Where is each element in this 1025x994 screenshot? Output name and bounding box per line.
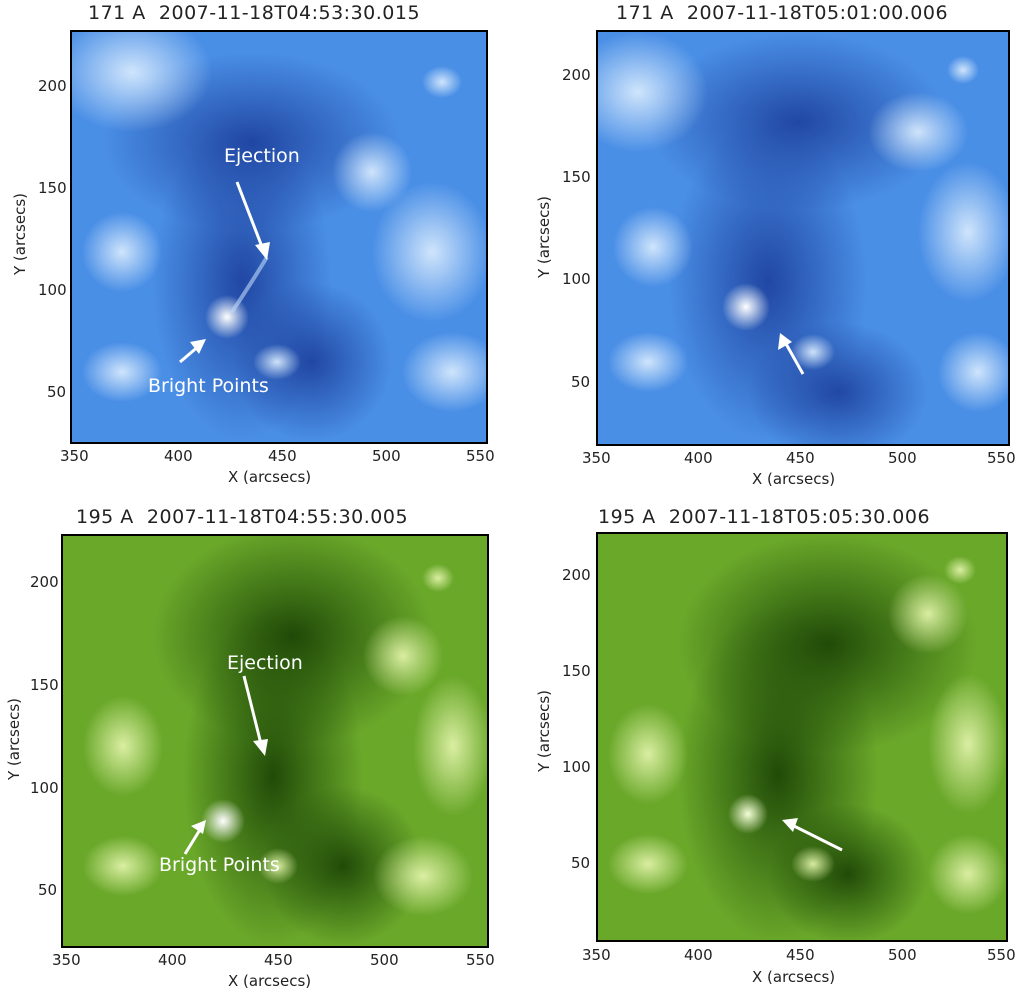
timestamp-label: 2007-11-18T05:01:00.006 <box>686 2 949 24</box>
x-axis-title: X (arcsecs) <box>228 972 312 990</box>
x-tick-label: 400 <box>684 946 713 964</box>
x-tick-label: 450 <box>264 951 293 969</box>
x-tick-label: 450 <box>786 946 815 964</box>
x-tick-label: 400 <box>158 951 187 969</box>
x-tick-label: 450 <box>786 449 815 467</box>
timestamp-label: 2007-11-18T04:55:30.005 <box>146 506 409 528</box>
y-tick-label: 200 <box>30 573 59 591</box>
y-axis-title: Y (arcsecs) <box>535 195 553 279</box>
y-tick-label: 100 <box>562 758 591 776</box>
x-axis-title: X (arcsecs) <box>228 468 312 486</box>
x-tick-label: 350 <box>582 449 611 467</box>
solar-image-171a-0453: Ejection Bright Points <box>70 30 488 444</box>
y-tick-label: 200 <box>38 77 67 95</box>
x-tick-label: 400 <box>684 449 713 467</box>
x-tick-label: 450 <box>268 447 297 465</box>
panel-title: 171 A 2007-11-18T05:01:00.006 <box>616 2 948 24</box>
panel-title: 171 A 2007-11-18T04:53:30.015 <box>88 2 420 24</box>
panel-title: 195 A 2007-11-18T05:05:30.006 <box>598 506 930 528</box>
euv-image <box>598 534 1006 940</box>
ejection-label: Ejection <box>224 145 300 167</box>
wavelength-label: 195 A <box>76 506 134 528</box>
solar-image-195a-0455: Ejection Bright Points <box>61 534 489 948</box>
euv-image <box>72 32 486 442</box>
panel-title: 195 A 2007-11-18T04:55:30.005 <box>76 506 408 528</box>
bright-points-label: Bright Points <box>159 854 280 876</box>
bright-points-label: Bright Points <box>148 375 269 397</box>
x-axis-title: X (arcsecs) <box>752 968 836 986</box>
y-tick-label: 50 <box>571 854 591 872</box>
y-tick-label: 200 <box>562 66 591 84</box>
y-tick-label: 100 <box>562 270 591 288</box>
x-tick-label: 550 <box>466 447 495 465</box>
wavelength-label: 171 A <box>616 2 674 24</box>
y-tick-label: 150 <box>562 662 591 680</box>
x-tick-label: 350 <box>582 946 611 964</box>
timestamp-label: 2007-11-18T05:05:30.006 <box>668 506 931 528</box>
x-tick-label: 500 <box>372 447 401 465</box>
y-tick-label: 50 <box>38 881 58 899</box>
x-tick-label: 550 <box>987 449 1016 467</box>
x-tick-label: 500 <box>888 449 917 467</box>
ejection-label: Ejection <box>227 652 303 674</box>
y-tick-label: 100 <box>30 779 59 797</box>
y-axis-title: Y (arcsecs) <box>535 689 553 773</box>
x-tick-label: 500 <box>888 946 917 964</box>
y-tick-label: 150 <box>562 168 591 186</box>
euv-image <box>598 32 1008 444</box>
euv-image <box>63 536 487 946</box>
solar-image-171a-0501 <box>596 30 1010 446</box>
x-axis-title: X (arcsecs) <box>752 470 836 488</box>
y-tick-label: 200 <box>562 566 591 584</box>
x-tick-label: 400 <box>164 447 193 465</box>
y-tick-label: 150 <box>38 179 67 197</box>
y-tick-label: 50 <box>571 373 591 391</box>
y-tick-label: 150 <box>30 676 59 694</box>
timestamp-label: 2007-11-18T04:53:30.015 <box>158 2 421 24</box>
x-tick-label: 550 <box>466 951 495 969</box>
x-tick-label: 350 <box>52 951 81 969</box>
wavelength-label: 171 A <box>88 2 146 24</box>
x-tick-label: 500 <box>370 951 399 969</box>
y-axis-title: Y (arcsecs) <box>5 697 23 781</box>
y-axis-title: Y (arcsecs) <box>11 192 29 276</box>
x-tick-label: 350 <box>60 447 89 465</box>
y-tick-label: 50 <box>47 383 67 401</box>
wavelength-label: 195 A <box>598 506 656 528</box>
solar-image-195a-0505 <box>596 532 1008 942</box>
x-tick-label: 550 <box>987 946 1016 964</box>
y-tick-label: 100 <box>38 281 67 299</box>
